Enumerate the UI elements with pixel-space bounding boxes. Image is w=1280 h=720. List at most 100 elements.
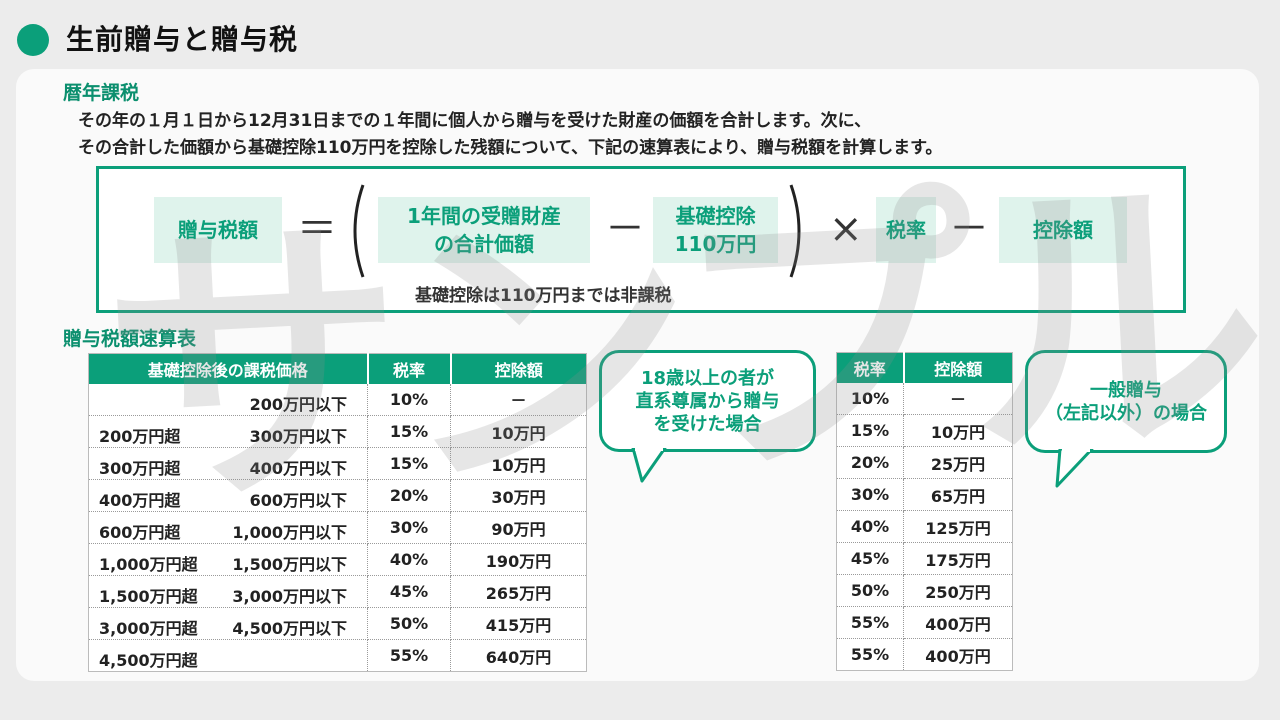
bubble-lineal-ascendant: 18歳以上の者が 直系尊属から贈与 を受けた場合 (599, 350, 816, 452)
table-row: 10% － (836, 382, 1013, 415)
formula-times: × (829, 206, 863, 252)
formula-total-line1: 1年間の受贈財産 (407, 204, 561, 228)
table-row: 200万円以下 10% － (88, 383, 587, 416)
formula-basic-deduction: 基礎控除 110万円 (653, 197, 778, 263)
bubble-left-line1: 18歳以上の者が (640, 367, 775, 389)
cell-to: 3,000万円以下 (232, 587, 347, 606)
bubble-right-tail-icon (1055, 449, 1094, 488)
table-row: 1,000万円超 1,500万円以下 40% 190万円 (88, 543, 587, 576)
right-paren-icon (787, 183, 809, 279)
formula-deduction-amount: 控除額 (999, 197, 1127, 263)
cell-from: 4,500万円超 (99, 651, 198, 670)
header-deduction: 控除額 (450, 353, 587, 384)
cell-deduction: 25万円 (903, 446, 1013, 479)
table-row: 55% 400万円 (836, 606, 1013, 639)
cell-rate: 40% (836, 510, 904, 543)
formula-tax-amount: 贈与税額 (154, 197, 282, 263)
cell-rate: 45% (367, 575, 451, 608)
cell-rate: 15% (367, 447, 451, 480)
cell-deduction: 10万円 (450, 447, 587, 480)
cell-deduction: 190万円 (450, 543, 587, 576)
cell-taxable-value: 300万円超 400万円以下 (88, 447, 368, 480)
cell-taxable-value: 3,000万円超 4,500万円以下 (88, 607, 368, 640)
table-header-row: 基礎控除後の課税価格 税率 控除額 (88, 353, 587, 384)
table-row: 30% 65万円 (836, 478, 1013, 511)
table-row: 200万円超 300万円以下 15% 10万円 (88, 415, 587, 448)
cell-taxable-value: 400万円超 600万円以下 (88, 479, 368, 512)
cell-rate: 50% (367, 607, 451, 640)
cell-deduction: 90万円 (450, 511, 587, 544)
cell-taxable-value: 200万円超 300万円以下 (88, 415, 368, 448)
cell-to: 1,500万円以下 (232, 555, 347, 574)
cell-deduction: 265万円 (450, 575, 587, 608)
table-row: 300万円超 400万円以下 15% 10万円 (88, 447, 587, 480)
cell-from: 1,500万円超 (99, 587, 198, 606)
table-row: 20% 25万円 (836, 446, 1013, 479)
cell-rate: 30% (836, 478, 904, 511)
cell-to: 400万円以下 (249, 459, 347, 478)
cell-deduction: 65万円 (903, 478, 1013, 511)
cell-rate: 55% (836, 606, 904, 639)
cell-to: 600万円以下 (249, 491, 347, 510)
cell-rate: 55% (836, 638, 904, 671)
header-taxable-value: 基礎控除後の課税価格 (88, 353, 369, 384)
table-header-row: 税率 控除額 (836, 352, 1013, 383)
cell-from: 300万円超 (99, 459, 181, 478)
cell-rate: 20% (367, 479, 451, 512)
bubble-left-line3: を受けた場合 (653, 413, 762, 435)
formula-box: 贈与税額 ＝ 1年間の受贈財産 の合計価額 － 基礎控除 110万円 × 税率 － … (96, 166, 1186, 313)
cell-deduction: 640万円 (450, 639, 587, 672)
cell-deduction: 125万円 (903, 510, 1013, 543)
cell-deduction: 250万円 (903, 574, 1013, 607)
section-title-quick-table: 贈与税額速算表 (63, 328, 197, 350)
section-title-calendar-year: 暦年課税 (63, 82, 140, 104)
header-rate: 税率 (367, 353, 452, 384)
cell-from: 1,000万円超 (99, 555, 198, 574)
quick-calc-table: 基礎控除後の課税価格 税率 控除額 200万円以下 10% － 200万円超 300万円… (88, 353, 587, 672)
formula-deduction-line1: 基礎控除 (675, 204, 756, 228)
table-row: 15% 10万円 (836, 414, 1013, 447)
title-bullet-icon (17, 24, 49, 56)
bubble-general-gift: 一般贈与 （左記以外）の場合 (1025, 350, 1227, 453)
cell-from: 3,000万円超 (99, 619, 198, 638)
cell-deduction: 415万円 (450, 607, 587, 640)
header-deduction: 控除額 (903, 352, 1013, 383)
cell-from: 400万円超 (99, 491, 181, 510)
cell-to: 300万円以下 (249, 427, 347, 446)
cell-taxable-value: 1,500万円超 3,000万円以下 (88, 575, 368, 608)
bubble-right-line2: （左記以外）の場合 (1045, 402, 1207, 424)
table-row: 600万円超 1,000万円以下 30% 90万円 (88, 511, 587, 544)
intro-text: その年の１月１日から12月31日までの１年間に個人から贈与を受けた財産の価額を合… (78, 108, 942, 162)
cell-rate: 30% (367, 511, 451, 544)
cell-rate: 40% (367, 543, 451, 576)
formula-minus: － (605, 206, 645, 252)
cell-deduction: 175万円 (903, 542, 1013, 575)
table-row: 3,000万円超 4,500万円以下 50% 415万円 (88, 607, 587, 640)
formula-deduction-line2: 110万円 (674, 232, 757, 256)
cell-deduction: 30万円 (450, 479, 587, 512)
formula-total-line2: の合計価額 (433, 232, 534, 256)
formula-minus-2: － (949, 206, 989, 252)
cell-rate: 15% (367, 415, 451, 448)
formula-equals: ＝ (297, 206, 337, 252)
table-row: 400万円超 600万円以下 20% 30万円 (88, 479, 587, 512)
cell-rate: 50% (836, 574, 904, 607)
formula-rate: 税率 (876, 197, 936, 263)
table-row: 1,500万円超 3,000万円以下 45% 265万円 (88, 575, 587, 608)
cell-to: 4,500万円以下 (232, 619, 347, 638)
cell-deduction: － (450, 383, 587, 416)
left-paren-icon (345, 183, 367, 279)
cell-deduction: 10万円 (903, 414, 1013, 447)
bubble-left-line2: 直系尊属から贈与 (635, 390, 780, 412)
page-title: 生前贈与と贈与税 (66, 23, 299, 56)
table-row: 50% 250万円 (836, 574, 1013, 607)
cell-rate: 10% (836, 382, 904, 415)
bubble-left-tail-icon (631, 448, 667, 483)
cell-rate: 10% (367, 383, 451, 416)
cell-rate: 45% (836, 542, 904, 575)
cell-taxable-value: 200万円以下 (88, 383, 368, 416)
cell-deduction: 400万円 (903, 638, 1013, 671)
header-rate: 税率 (836, 352, 905, 383)
intro-line-1: その年の１月１日から12月31日までの１年間に個人から贈与を受けた財産の価額を合… (78, 111, 872, 131)
table-row: 40% 125万円 (836, 510, 1013, 543)
